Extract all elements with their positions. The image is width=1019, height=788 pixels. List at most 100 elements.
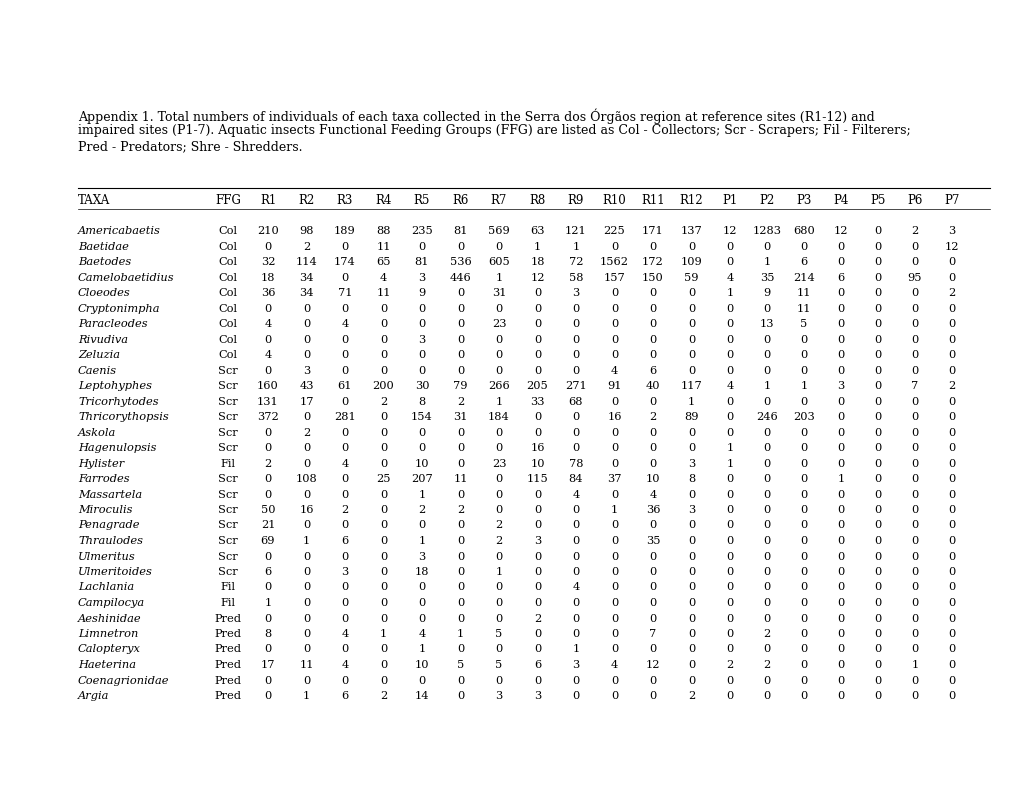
Text: 10: 10 [415,459,429,469]
Text: 0: 0 [873,598,880,608]
Text: 0: 0 [264,489,271,500]
Text: 4: 4 [379,273,387,283]
Text: 8: 8 [687,474,694,484]
Text: 0: 0 [873,629,880,639]
Text: 0: 0 [457,489,464,500]
Text: Pred: Pred [214,645,242,655]
Text: 14: 14 [415,691,429,701]
Text: 3: 3 [837,381,844,391]
Text: 10: 10 [530,459,544,469]
Text: 0: 0 [800,474,807,484]
Text: 3: 3 [341,567,348,577]
Text: 0: 0 [379,489,387,500]
Text: 8: 8 [264,629,271,639]
Text: 0: 0 [649,443,656,453]
Text: 0: 0 [911,629,918,639]
Text: 0: 0 [800,334,807,344]
Text: 91: 91 [606,381,622,391]
Text: 12: 12 [833,226,848,236]
Text: 0: 0 [379,598,387,608]
Text: 0: 0 [837,303,844,314]
Text: 0: 0 [418,582,425,593]
Text: 0: 0 [800,396,807,407]
Text: 0: 0 [948,660,955,670]
Text: 12: 12 [645,660,659,670]
Text: Scr: Scr [218,567,237,577]
Text: 0: 0 [264,366,271,376]
Text: 11: 11 [376,288,390,298]
Text: 0: 0 [873,521,880,530]
Text: 0: 0 [495,489,502,500]
Text: 0: 0 [610,241,618,251]
Text: 0: 0 [533,552,541,562]
Text: 0: 0 [800,552,807,562]
Text: Scr: Scr [218,536,237,546]
Text: 0: 0 [911,536,918,546]
Text: 0: 0 [687,629,694,639]
Text: 0: 0 [418,303,425,314]
Text: 0: 0 [495,350,502,360]
Text: 0: 0 [837,552,844,562]
Text: 0: 0 [873,334,880,344]
Text: 569: 569 [488,226,510,236]
Text: 0: 0 [533,629,541,639]
Text: 10: 10 [415,660,429,670]
Text: 0: 0 [873,691,880,701]
Text: 0: 0 [303,350,310,360]
Text: 0: 0 [341,273,348,283]
Text: 0: 0 [649,303,656,314]
Text: 0: 0 [911,614,918,623]
Text: 0: 0 [341,614,348,623]
Text: 0: 0 [457,241,464,251]
Text: 0: 0 [911,241,918,251]
Text: 0: 0 [873,319,880,329]
Text: 150: 150 [642,273,663,283]
Text: Farrodes: Farrodes [77,474,129,484]
Text: 6: 6 [533,660,541,670]
Text: 3: 3 [687,459,694,469]
Text: 0: 0 [649,614,656,623]
Text: 2: 2 [303,241,310,251]
Text: 0: 0 [533,582,541,593]
Text: 0: 0 [610,489,618,500]
Text: 0: 0 [911,489,918,500]
Text: 3: 3 [495,691,502,701]
Text: 2: 2 [948,288,955,298]
Text: 4: 4 [341,629,348,639]
Text: R9: R9 [568,194,584,207]
Text: 131: 131 [257,396,278,407]
Text: 0: 0 [948,428,955,437]
Text: 0: 0 [341,443,348,453]
Text: Fil: Fil [220,582,235,593]
Text: 0: 0 [800,505,807,515]
Text: 115: 115 [526,474,548,484]
Text: 1: 1 [800,381,807,391]
Text: 30: 30 [415,381,429,391]
Text: 0: 0 [533,334,541,344]
Text: Miroculis: Miroculis [77,505,132,515]
Text: 0: 0 [687,489,694,500]
Text: 0: 0 [911,257,918,267]
Text: 0: 0 [533,521,541,530]
Text: 0: 0 [379,366,387,376]
Text: P1: P1 [721,194,737,207]
Text: 0: 0 [687,552,694,562]
Text: 0: 0 [457,691,464,701]
Text: 0: 0 [911,428,918,437]
Text: 1: 1 [495,567,502,577]
Text: 1: 1 [610,505,618,515]
Text: 0: 0 [379,505,387,515]
Text: Aeshinidae: Aeshinidae [77,614,142,623]
Text: 0: 0 [762,582,770,593]
Text: 0: 0 [341,366,348,376]
Text: 11: 11 [796,288,810,298]
Text: 0: 0 [572,350,579,360]
Text: 4: 4 [341,319,348,329]
Text: 0: 0 [948,459,955,469]
Text: 1: 1 [762,257,770,267]
Text: 0: 0 [341,350,348,360]
Text: 0: 0 [303,303,310,314]
Text: 4: 4 [726,381,733,391]
Text: Cloeodes: Cloeodes [77,288,130,298]
Text: Thraulodes: Thraulodes [77,536,143,546]
